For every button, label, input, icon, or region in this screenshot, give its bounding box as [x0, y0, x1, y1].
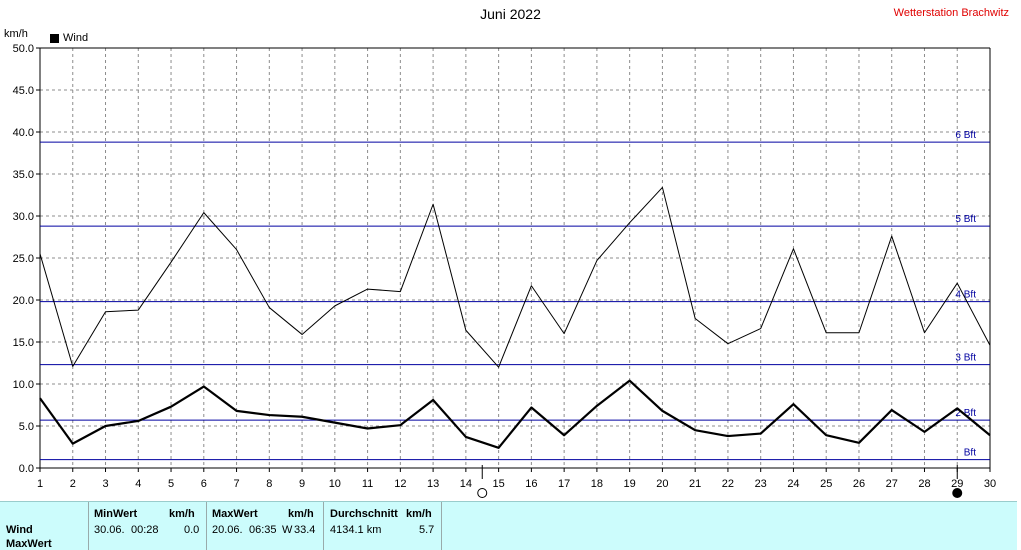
min-header: MinWert — [94, 508, 138, 520]
series-line-avg — [39, 379, 991, 449]
max-value: 33.4 — [294, 524, 316, 536]
x-tick-label: 27 — [886, 478, 898, 490]
x-tick-label: 5 — [168, 478, 174, 490]
y-tick-label: 10.0 — [13, 379, 34, 391]
y-axis-unit: km/h — [4, 28, 28, 40]
x-tick-label: 19 — [624, 478, 636, 490]
x-tick-label: 8 — [266, 478, 272, 490]
min-unit: km/h — [169, 508, 195, 520]
new-moon-icon — [952, 488, 963, 498]
y-tick-label: 20.0 — [13, 295, 34, 307]
y-tick-label: 5.0 — [19, 421, 34, 433]
beaufort-label: Bft — [964, 448, 976, 459]
x-tick-label: 16 — [525, 478, 537, 490]
station-name: Wetterstation Brachwitz — [893, 7, 1009, 19]
beaufort-label: 2 Bft — [955, 408, 976, 419]
max-time: 06:35 — [249, 524, 277, 536]
legend-label: Wind — [63, 32, 89, 44]
y-tick-label: 15.0 — [13, 337, 34, 349]
x-tick-label: 17 — [558, 478, 570, 490]
avg-unit: km/h — [406, 508, 432, 520]
beaufort-label: 5 Bft — [955, 214, 976, 225]
x-tick-label: 28 — [918, 478, 930, 490]
x-tick-label: 7 — [233, 478, 239, 490]
legend: Wind — [50, 32, 88, 44]
wind-chart: 0.0 5.0 10.0 15.0 20.0 25.0 30.0 35.0 40.0 45.0 50… — [13, 43, 996, 498]
chart-title: Juni 2022 — [480, 6, 541, 22]
x-tick-label: 30 — [984, 478, 996, 490]
x-tick-label: 20 — [656, 478, 668, 490]
x-tick-label: 3 — [102, 478, 108, 490]
avg-cell: Durchschnitt km/h 4134.1 km 5.7 — [323, 502, 442, 550]
statistics-panel: Wind MaxWert MinWert km/h 30.06. 00:28 0… — [0, 501, 1017, 550]
y-tick-label: 30.0 — [13, 211, 34, 223]
x-tick-label: 6 — [201, 478, 207, 490]
row-label-maxwert: MaxWert — [6, 538, 52, 550]
x-tick-label: 9 — [299, 478, 305, 490]
beaufort-label: 4 Bft — [955, 290, 976, 301]
max-date: 20.06. — [212, 524, 243, 536]
y-tick-label: 25.0 — [13, 253, 34, 265]
max-direction: W — [282, 524, 293, 536]
x-tick-label: 23 — [755, 478, 767, 490]
beaufort-label: 6 Bft — [955, 130, 976, 141]
x-tick-label: 12 — [394, 478, 406, 490]
x-tick-label: 25 — [820, 478, 832, 490]
x-tick-label: 18 — [591, 478, 603, 490]
max-header: MaxWert — [212, 508, 258, 520]
x-tick-label: 26 — [853, 478, 865, 490]
x-tick-label: 10 — [329, 478, 341, 490]
series-line-max — [39, 186, 991, 368]
full-moon-icon — [477, 488, 488, 498]
x-tick-label: 14 — [460, 478, 472, 490]
x-tick-label: 11 — [362, 478, 373, 490]
avg-header: Durchschnitt — [330, 508, 398, 520]
y-tick-label: 0.0 — [19, 463, 34, 475]
y-tick-label: 50.0 — [13, 43, 34, 55]
y-tick-label: 45.0 — [13, 85, 34, 97]
min-date: 30.06. — [94, 524, 125, 536]
beaufort-label: 3 Bft — [955, 353, 976, 364]
legend-swatch — [50, 33, 59, 43]
min-value: 0.0 — [184, 524, 200, 536]
x-tick-label: 2 — [70, 478, 76, 490]
x-tick-label: 24 — [787, 478, 799, 490]
min-time: 00:28 — [131, 524, 159, 536]
min-cell: MinWert km/h 30.06. 00:28 0.0 — [88, 502, 207, 550]
x-tick-label: 4 — [135, 478, 141, 490]
x-tick-label: 15 — [492, 478, 504, 490]
y-tick-label: 35.0 — [13, 169, 34, 181]
row-label-wind: Wind — [6, 524, 33, 536]
y-tick-label: 40.0 — [13, 127, 34, 139]
avg-distance: 4134.1 km — [330, 524, 382, 536]
x-tick-label: 21 — [689, 478, 701, 490]
max-unit: km/h — [288, 508, 314, 520]
x-tick-label: 13 — [427, 478, 439, 490]
avg-value: 5.7 — [419, 524, 435, 536]
x-tick-label: 22 — [722, 478, 734, 490]
max-cell: MaxWert km/h 20.06. 06:35 W 33.4 — [206, 502, 324, 550]
x-tick-label: 29 — [951, 478, 963, 490]
x-tick-label: 1 — [37, 478, 43, 490]
